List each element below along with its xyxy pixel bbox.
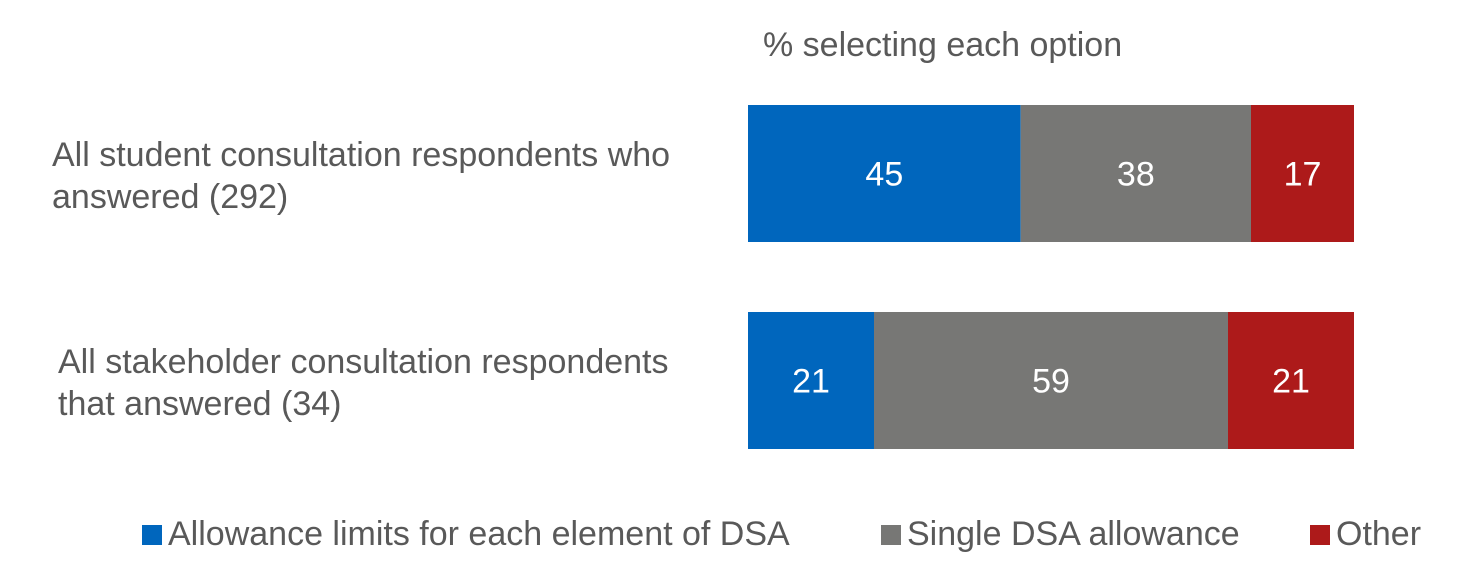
legend-label: Allowance limits for each element of DSA — [168, 515, 790, 553]
legend-item-other: Other — [1310, 515, 1421, 554]
bar-segment — [1250, 105, 1354, 242]
category-label-line: that answered (34) — [58, 385, 342, 423]
bar-segment — [1228, 312, 1354, 449]
data-label: 17 — [1284, 156, 1322, 194]
category-label-line: All student consultation respondents who — [52, 136, 671, 174]
data-label: 59 — [1032, 363, 1070, 401]
data-label: 21 — [792, 363, 830, 401]
legend-swatch — [142, 524, 162, 545]
bar-segment — [874, 312, 1228, 449]
category-label-students: All student consultation respondents who… — [52, 134, 670, 218]
legend-swatch — [1310, 524, 1330, 545]
category-label-line: answered (292) — [52, 178, 289, 216]
legend-item-allowance-limits: Allowance limits for each element of DSA — [142, 515, 790, 554]
category-label-stakeholders: All stakeholder consultation respondents… — [58, 341, 669, 425]
legend-label: Single DSA allowance — [907, 515, 1240, 553]
data-label: 38 — [1117, 156, 1155, 194]
bar-segment — [748, 105, 1021, 242]
legend-item-single-allowance: Single DSA allowance — [881, 515, 1240, 554]
data-label: 45 — [865, 156, 903, 194]
legend-label: Other — [1336, 515, 1422, 553]
data-label: 21 — [1272, 363, 1310, 401]
legend-swatch — [881, 524, 901, 545]
axis-title: % selecting each option — [763, 26, 1123, 64]
bar-segment — [1020, 105, 1251, 242]
bar-segment — [748, 312, 874, 449]
category-label-line: All stakeholder consultation respondents — [58, 343, 669, 381]
